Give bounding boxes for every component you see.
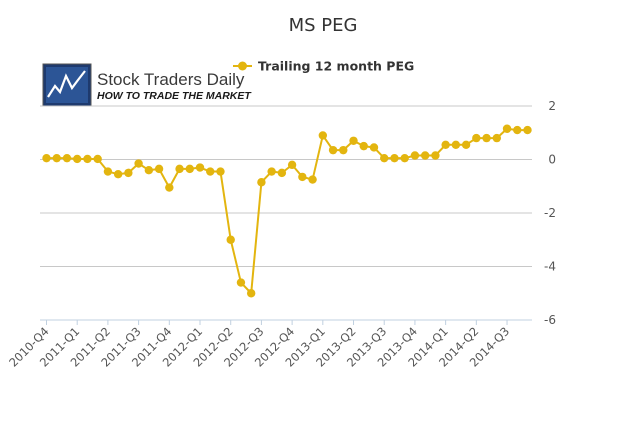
data-point[interactable] xyxy=(52,153,61,163)
data-point[interactable] xyxy=(308,175,317,184)
y-tick-label: -6 xyxy=(544,313,556,327)
x-axis: 2010-Q42011-Q12011-Q22011-Q32011-Q42012-… xyxy=(6,319,532,370)
data-point[interactable] xyxy=(502,124,512,133)
logo-tagline: HOW TO TRADE THE MARKET xyxy=(97,90,252,102)
data-point[interactable] xyxy=(62,153,72,163)
gridlines xyxy=(40,105,532,321)
data-point[interactable] xyxy=(144,166,154,175)
data-point[interactable] xyxy=(73,154,82,164)
data-point[interactable] xyxy=(257,178,266,187)
y-axis: 2 0 -2 -4 -6 xyxy=(544,99,556,327)
data-point[interactable] xyxy=(154,164,164,174)
legend-series-label: Trailing 12 month PEG xyxy=(258,59,414,74)
data-point[interactable] xyxy=(165,183,174,192)
data-point[interactable] xyxy=(349,136,358,145)
logo-badge-inner xyxy=(46,67,88,103)
legend-series-marker xyxy=(238,61,247,71)
data-point[interactable] xyxy=(206,167,215,176)
data-point[interactable] xyxy=(318,131,328,140)
data-point[interactable] xyxy=(492,133,501,143)
y-tick-label: 0 xyxy=(548,153,556,167)
data-point[interactable] xyxy=(482,133,491,143)
data-point[interactable] xyxy=(420,151,430,160)
y-tick-label: 2 xyxy=(548,99,556,113)
legend[interactable]: Trailing 12 month PEG xyxy=(233,59,414,74)
data-point[interactable] xyxy=(113,170,123,179)
data-point[interactable] xyxy=(410,151,420,160)
data-point[interactable] xyxy=(472,133,481,143)
data-point[interactable] xyxy=(513,125,522,135)
data-point[interactable] xyxy=(103,167,113,176)
y-tick-label: -2 xyxy=(544,206,556,220)
data-point[interactable] xyxy=(42,153,51,163)
data-point[interactable] xyxy=(185,164,194,174)
data-point[interactable] xyxy=(400,153,409,163)
data-point[interactable] xyxy=(83,154,92,164)
data-point[interactable] xyxy=(236,278,246,287)
data-point[interactable] xyxy=(359,141,368,151)
chart-title: MS PEG xyxy=(289,15,358,36)
data-point[interactable] xyxy=(461,140,471,149)
data-point[interactable] xyxy=(431,151,440,160)
series-line xyxy=(46,127,528,295)
data-point[interactable] xyxy=(226,235,235,244)
y-tick-label: -4 xyxy=(544,260,556,274)
data-point[interactable] xyxy=(93,154,102,164)
data-point[interactable] xyxy=(277,168,287,178)
logo-chart-glyph xyxy=(47,70,86,98)
data-point[interactable] xyxy=(195,163,205,172)
series-trailing-12-month-peg xyxy=(42,124,532,298)
data-point[interactable] xyxy=(523,125,532,135)
data-point[interactable] xyxy=(298,172,307,182)
data-point[interactable] xyxy=(246,289,256,298)
logo: Stock Traders Daily HOW TO TRADE THE MAR… xyxy=(42,63,252,107)
logo-name: Stock Traders Daily xyxy=(97,70,245,89)
data-point[interactable] xyxy=(441,140,450,149)
data-point[interactable] xyxy=(287,160,297,170)
data-point[interactable] xyxy=(390,153,399,163)
data-point[interactable] xyxy=(267,167,276,176)
data-point[interactable] xyxy=(339,145,348,155)
data-point[interactable] xyxy=(369,143,379,152)
data-point[interactable] xyxy=(175,164,184,174)
data-point[interactable] xyxy=(124,168,133,178)
data-point[interactable] xyxy=(216,167,225,176)
data-point[interactable] xyxy=(451,140,461,149)
data-point[interactable] xyxy=(380,153,389,163)
data-point[interactable] xyxy=(328,145,338,155)
data-point[interactable] xyxy=(134,159,143,168)
